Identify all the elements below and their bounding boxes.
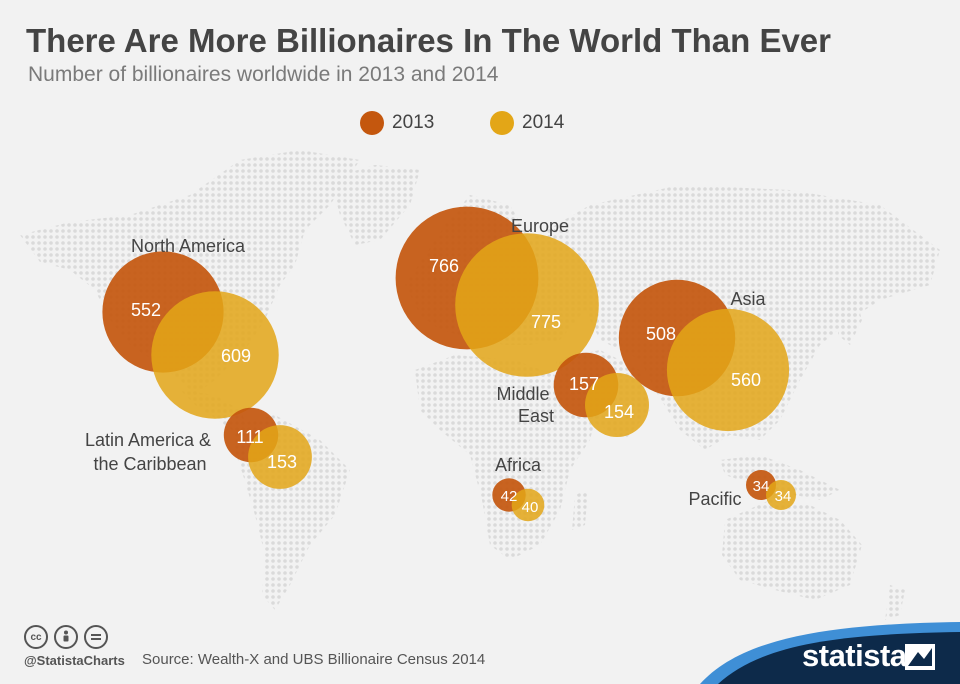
page-title: There Are More Billionaires In The World… (26, 22, 832, 59)
value-label-europe-2014: 775 (531, 312, 561, 332)
region-label-asia: Asia (730, 289, 766, 309)
bubble-latin-america-the-caribbean-2014 (248, 425, 312, 489)
value-label-africa-2014: 40 (522, 499, 539, 516)
legend-label-2013: 2013 (392, 112, 435, 133)
value-label-middle-east-2013: 157 (569, 374, 599, 394)
value-label-asia-2013: 508 (646, 324, 676, 344)
nd-icon (84, 625, 108, 649)
bubble-africa-2014 (511, 488, 545, 522)
region-label-europe: Europe (511, 216, 569, 236)
legend-swatch-2014 (490, 111, 514, 135)
bubble-asia-2014 (666, 308, 790, 432)
value-label-latin-america-the-caribbean-2014: 153 (267, 452, 297, 472)
region-label-latin-america-the-caribbean-line-1: Latin America & (85, 430, 211, 450)
value-label-africa-2013: 42 (501, 488, 518, 505)
value-label-europe-2013: 766 (429, 256, 459, 276)
bubble-north-america-2014 (151, 291, 279, 419)
value-label-pacific-2014: 34 (775, 488, 792, 505)
value-label-asia-2014: 560 (731, 370, 761, 390)
value-label-middle-east-2014: 154 (604, 402, 634, 422)
cc-icon: cc (24, 625, 48, 649)
page-subtitle: Number of billionaires worldwide in 2013… (28, 63, 499, 86)
twitter-handle[interactable]: @StatistaCharts (24, 653, 125, 668)
value-label-north-america-2013: 552 (131, 300, 161, 320)
region-label-middle-east-line-1: Middle (496, 384, 549, 404)
region-label-north-america: North America (131, 236, 246, 256)
by-icon (54, 625, 78, 649)
brand-banner (700, 622, 960, 684)
legend-item-2014: 2014 (490, 108, 564, 138)
region-label-africa: Africa (495, 455, 542, 475)
region-label-pacific: Pacific (688, 489, 741, 509)
legend-swatch-2013 (360, 111, 384, 135)
bubble-europe-2014 (455, 233, 599, 377)
region-label-latin-america-the-caribbean-line-2: the Caribbean (93, 454, 206, 474)
source-note: Source: Wealth-X and UBS Billionaire Cen… (142, 651, 486, 668)
region-label-middle-east-line-2: East (518, 406, 554, 426)
statista-logo-icon (905, 644, 935, 670)
bubble-pacific-2014 (766, 480, 796, 510)
statista-logo-text[interactable]: statista (802, 638, 907, 673)
legend-item-2013: 2013 (360, 108, 434, 138)
value-label-pacific-2013: 34 (753, 478, 770, 495)
legend-label-2014: 2014 (522, 112, 565, 133)
license-icons: cc (24, 625, 108, 649)
legend: 2013 2014 (0, 108, 960, 138)
value-label-north-america-2014: 609 (221, 346, 251, 366)
bubble-middle-east-2014 (585, 373, 649, 437)
value-label-latin-america-the-caribbean-2013: 111 (236, 427, 263, 447)
